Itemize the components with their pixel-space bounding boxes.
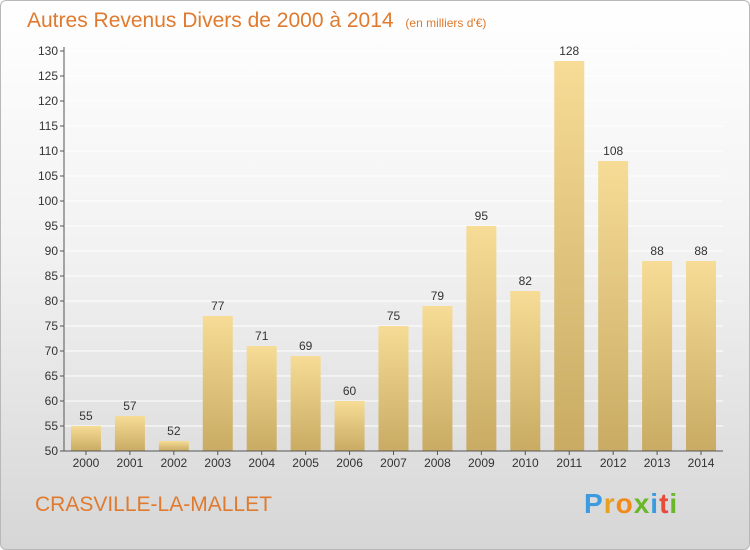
y-tick-label: 110 bbox=[39, 144, 58, 158]
x-tick-label: 2008 bbox=[424, 456, 451, 470]
bar bbox=[334, 401, 365, 451]
data-label: 82 bbox=[519, 274, 533, 288]
x-tick-label: 2013 bbox=[644, 456, 671, 470]
data-label: 79 bbox=[431, 289, 445, 303]
y-tick-label: 125 bbox=[38, 69, 58, 83]
x-tick-label: 2011 bbox=[556, 456, 582, 470]
bar bbox=[510, 291, 541, 451]
bar bbox=[554, 61, 585, 451]
logo-letter: i bbox=[650, 488, 660, 519]
bar bbox=[686, 261, 717, 451]
data-label: 71 bbox=[255, 329, 269, 343]
bar bbox=[158, 441, 189, 451]
data-label: 128 bbox=[559, 44, 579, 58]
x-tick-label: 2014 bbox=[688, 456, 715, 470]
data-label: 69 bbox=[299, 339, 313, 353]
chart-title-text: Autres Revenus Divers de 2000 à 2014 bbox=[27, 9, 394, 32]
logo-letter: o bbox=[615, 488, 634, 519]
x-tick-label: 2003 bbox=[204, 456, 231, 470]
proxiti-logo: Proxiti bbox=[584, 488, 678, 520]
x-tick-label: 2009 bbox=[468, 456, 495, 470]
data-label: 88 bbox=[694, 244, 708, 258]
y-tick-label: 105 bbox=[38, 169, 58, 183]
y-tick-label: 85 bbox=[45, 269, 59, 283]
y-tick-label: 60 bbox=[45, 394, 59, 408]
y-tick-label: 80 bbox=[45, 294, 59, 308]
logo-letter: x bbox=[633, 488, 651, 519]
y-tick-label: 55 bbox=[45, 419, 59, 433]
bar bbox=[378, 326, 409, 451]
x-tick-label: 2012 bbox=[600, 456, 627, 470]
y-tick-label: 70 bbox=[45, 344, 59, 358]
data-label: 57 bbox=[123, 399, 137, 413]
place-name: CRASVILLE-LA-MALLET bbox=[35, 493, 272, 516]
y-tick-label: 50 bbox=[45, 444, 59, 458]
chart-title: Autres Revenus Divers de 2000 à 2014 (en… bbox=[27, 9, 486, 33]
y-tick-label: 100 bbox=[38, 194, 58, 208]
logo-letter: r bbox=[603, 488, 616, 519]
bar bbox=[70, 426, 101, 451]
data-label: 60 bbox=[343, 384, 357, 398]
x-tick-label: 2006 bbox=[336, 456, 363, 470]
y-tick-label: 95 bbox=[45, 219, 59, 233]
bar bbox=[642, 261, 673, 451]
logo-letter: P bbox=[584, 488, 604, 519]
x-tick-label: 2001 bbox=[117, 456, 144, 470]
y-tick-label: 90 bbox=[45, 244, 59, 258]
data-label: 52 bbox=[167, 424, 181, 438]
bar bbox=[246, 346, 277, 451]
bar bbox=[202, 316, 233, 451]
y-tick-label: 75 bbox=[45, 319, 59, 333]
data-label: 75 bbox=[387, 309, 401, 323]
bar bbox=[466, 226, 497, 451]
y-tick-label: 115 bbox=[39, 119, 58, 133]
x-tick-label: 2005 bbox=[292, 456, 319, 470]
bar bbox=[598, 161, 629, 451]
data-label: 108 bbox=[603, 144, 623, 158]
logo-letter: t bbox=[659, 488, 670, 519]
x-tick-label: 2002 bbox=[160, 456, 187, 470]
bar bbox=[422, 306, 453, 451]
logo-letter: i bbox=[669, 488, 679, 519]
y-tick-label: 120 bbox=[38, 94, 58, 108]
data-label: 77 bbox=[211, 299, 225, 313]
y-tick-label: 65 bbox=[45, 369, 59, 383]
x-tick-label: 2010 bbox=[512, 456, 539, 470]
x-tick-label: 2000 bbox=[73, 456, 100, 470]
data-label: 95 bbox=[475, 209, 489, 223]
bar bbox=[114, 416, 145, 451]
x-tick-label: 2007 bbox=[380, 456, 407, 470]
data-label: 88 bbox=[650, 244, 664, 258]
bar bbox=[290, 356, 321, 451]
data-label: 55 bbox=[79, 409, 93, 423]
y-tick-label: 130 bbox=[38, 44, 58, 58]
x-tick-label: 2004 bbox=[248, 456, 275, 470]
chart-subtitle: (en milliers d'€) bbox=[405, 16, 487, 30]
